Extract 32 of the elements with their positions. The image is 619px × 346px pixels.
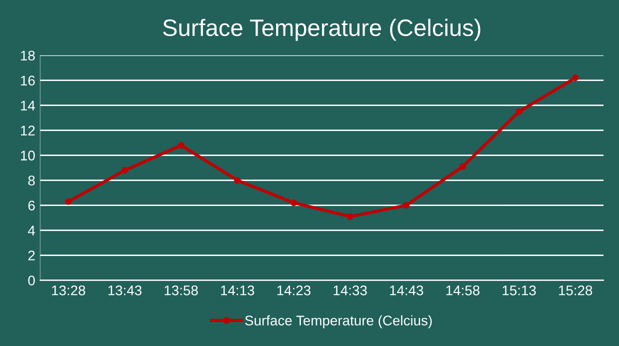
x-tick-label: 13:28	[52, 285, 86, 296]
y-tick-label: 8	[28, 176, 35, 186]
point	[290, 199, 298, 206]
point	[65, 198, 72, 205]
x-tick-label: 14:43	[390, 285, 424, 296]
x-tick-label: 14:33	[334, 285, 367, 296]
x-tick-label: 13:58	[164, 285, 198, 296]
point	[178, 142, 184, 149]
point	[459, 163, 466, 170]
y-tick-label: 18	[20, 50, 35, 61]
y-tick-label: 0	[28, 276, 35, 286]
x-tick-label: 14:58	[446, 285, 480, 296]
chart-title: Surface Temperature (Celcius)	[163, 18, 480, 41]
point	[572, 74, 579, 82]
y-tick-label: 2	[28, 250, 35, 260]
y-tick-label: 16	[20, 76, 35, 86]
x-tick-label: 15:13	[502, 285, 536, 296]
x-tick-label: 14:13	[221, 285, 254, 296]
point	[516, 108, 522, 115]
y-tick-label: 4	[28, 226, 35, 236]
x-tick-label: 15:28	[559, 285, 592, 296]
point	[234, 177, 241, 184]
y-tick-label: 12	[20, 126, 35, 136]
point	[121, 167, 128, 174]
y-tick-label: 10	[20, 150, 35, 160]
legend-label: Surface Temperature (Celcius)	[245, 315, 432, 328]
point	[403, 202, 410, 209]
y-tick-label: 14	[20, 100, 35, 110]
y-tick-label: 6	[28, 200, 35, 210]
x-tick-label: 14:23	[277, 285, 310, 296]
x-tick-label: 13:43	[108, 285, 142, 296]
point	[346, 213, 354, 220]
